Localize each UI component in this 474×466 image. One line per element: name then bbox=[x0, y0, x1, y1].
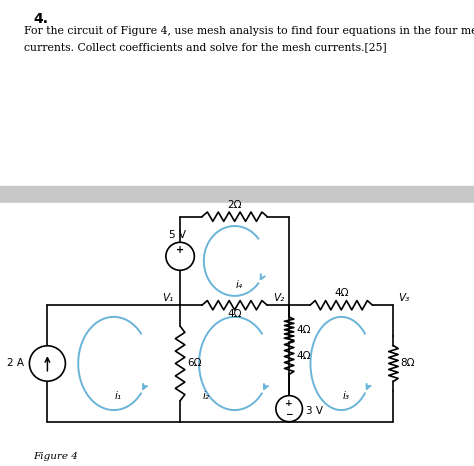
Text: 4Ω: 4Ω bbox=[228, 309, 242, 319]
Text: V₁: V₁ bbox=[162, 293, 173, 303]
Text: 4Ω: 4Ω bbox=[296, 325, 311, 335]
Text: currents. Collect coefficients and solve for the mesh currents.[25]: currents. Collect coefficients and solve… bbox=[24, 42, 386, 52]
Text: 2 A: 2 A bbox=[7, 358, 24, 369]
Text: For the circuit of Figure 4, use mesh analysis to find four equations in the fou: For the circuit of Figure 4, use mesh an… bbox=[24, 26, 474, 35]
Text: 5 V: 5 V bbox=[169, 230, 186, 240]
Text: +: + bbox=[176, 246, 184, 255]
Text: 4.: 4. bbox=[33, 12, 48, 26]
Circle shape bbox=[276, 396, 302, 422]
Text: i₄: i₄ bbox=[236, 280, 243, 289]
Text: i₂: i₂ bbox=[203, 391, 210, 401]
Text: 4Ω: 4Ω bbox=[296, 351, 311, 362]
Bar bbox=[0, 0, 474, 186]
Text: +: + bbox=[285, 399, 293, 408]
Circle shape bbox=[29, 346, 65, 381]
Text: −: − bbox=[285, 410, 293, 418]
Bar bbox=[0, 186, 474, 203]
Text: 4Ω: 4Ω bbox=[334, 288, 348, 298]
Text: i₁: i₁ bbox=[115, 391, 122, 401]
Text: 3 V: 3 V bbox=[306, 406, 323, 416]
Text: i₃: i₃ bbox=[343, 391, 349, 401]
Bar bbox=[0, 203, 474, 466]
Circle shape bbox=[166, 242, 194, 270]
Text: 6Ω: 6Ω bbox=[187, 358, 202, 369]
Text: V₂: V₂ bbox=[273, 293, 284, 303]
Text: Figure 4: Figure 4 bbox=[33, 452, 78, 461]
Text: 8Ω: 8Ω bbox=[401, 358, 415, 369]
Text: V₃: V₃ bbox=[398, 293, 410, 303]
Text: 2Ω: 2Ω bbox=[228, 200, 242, 210]
